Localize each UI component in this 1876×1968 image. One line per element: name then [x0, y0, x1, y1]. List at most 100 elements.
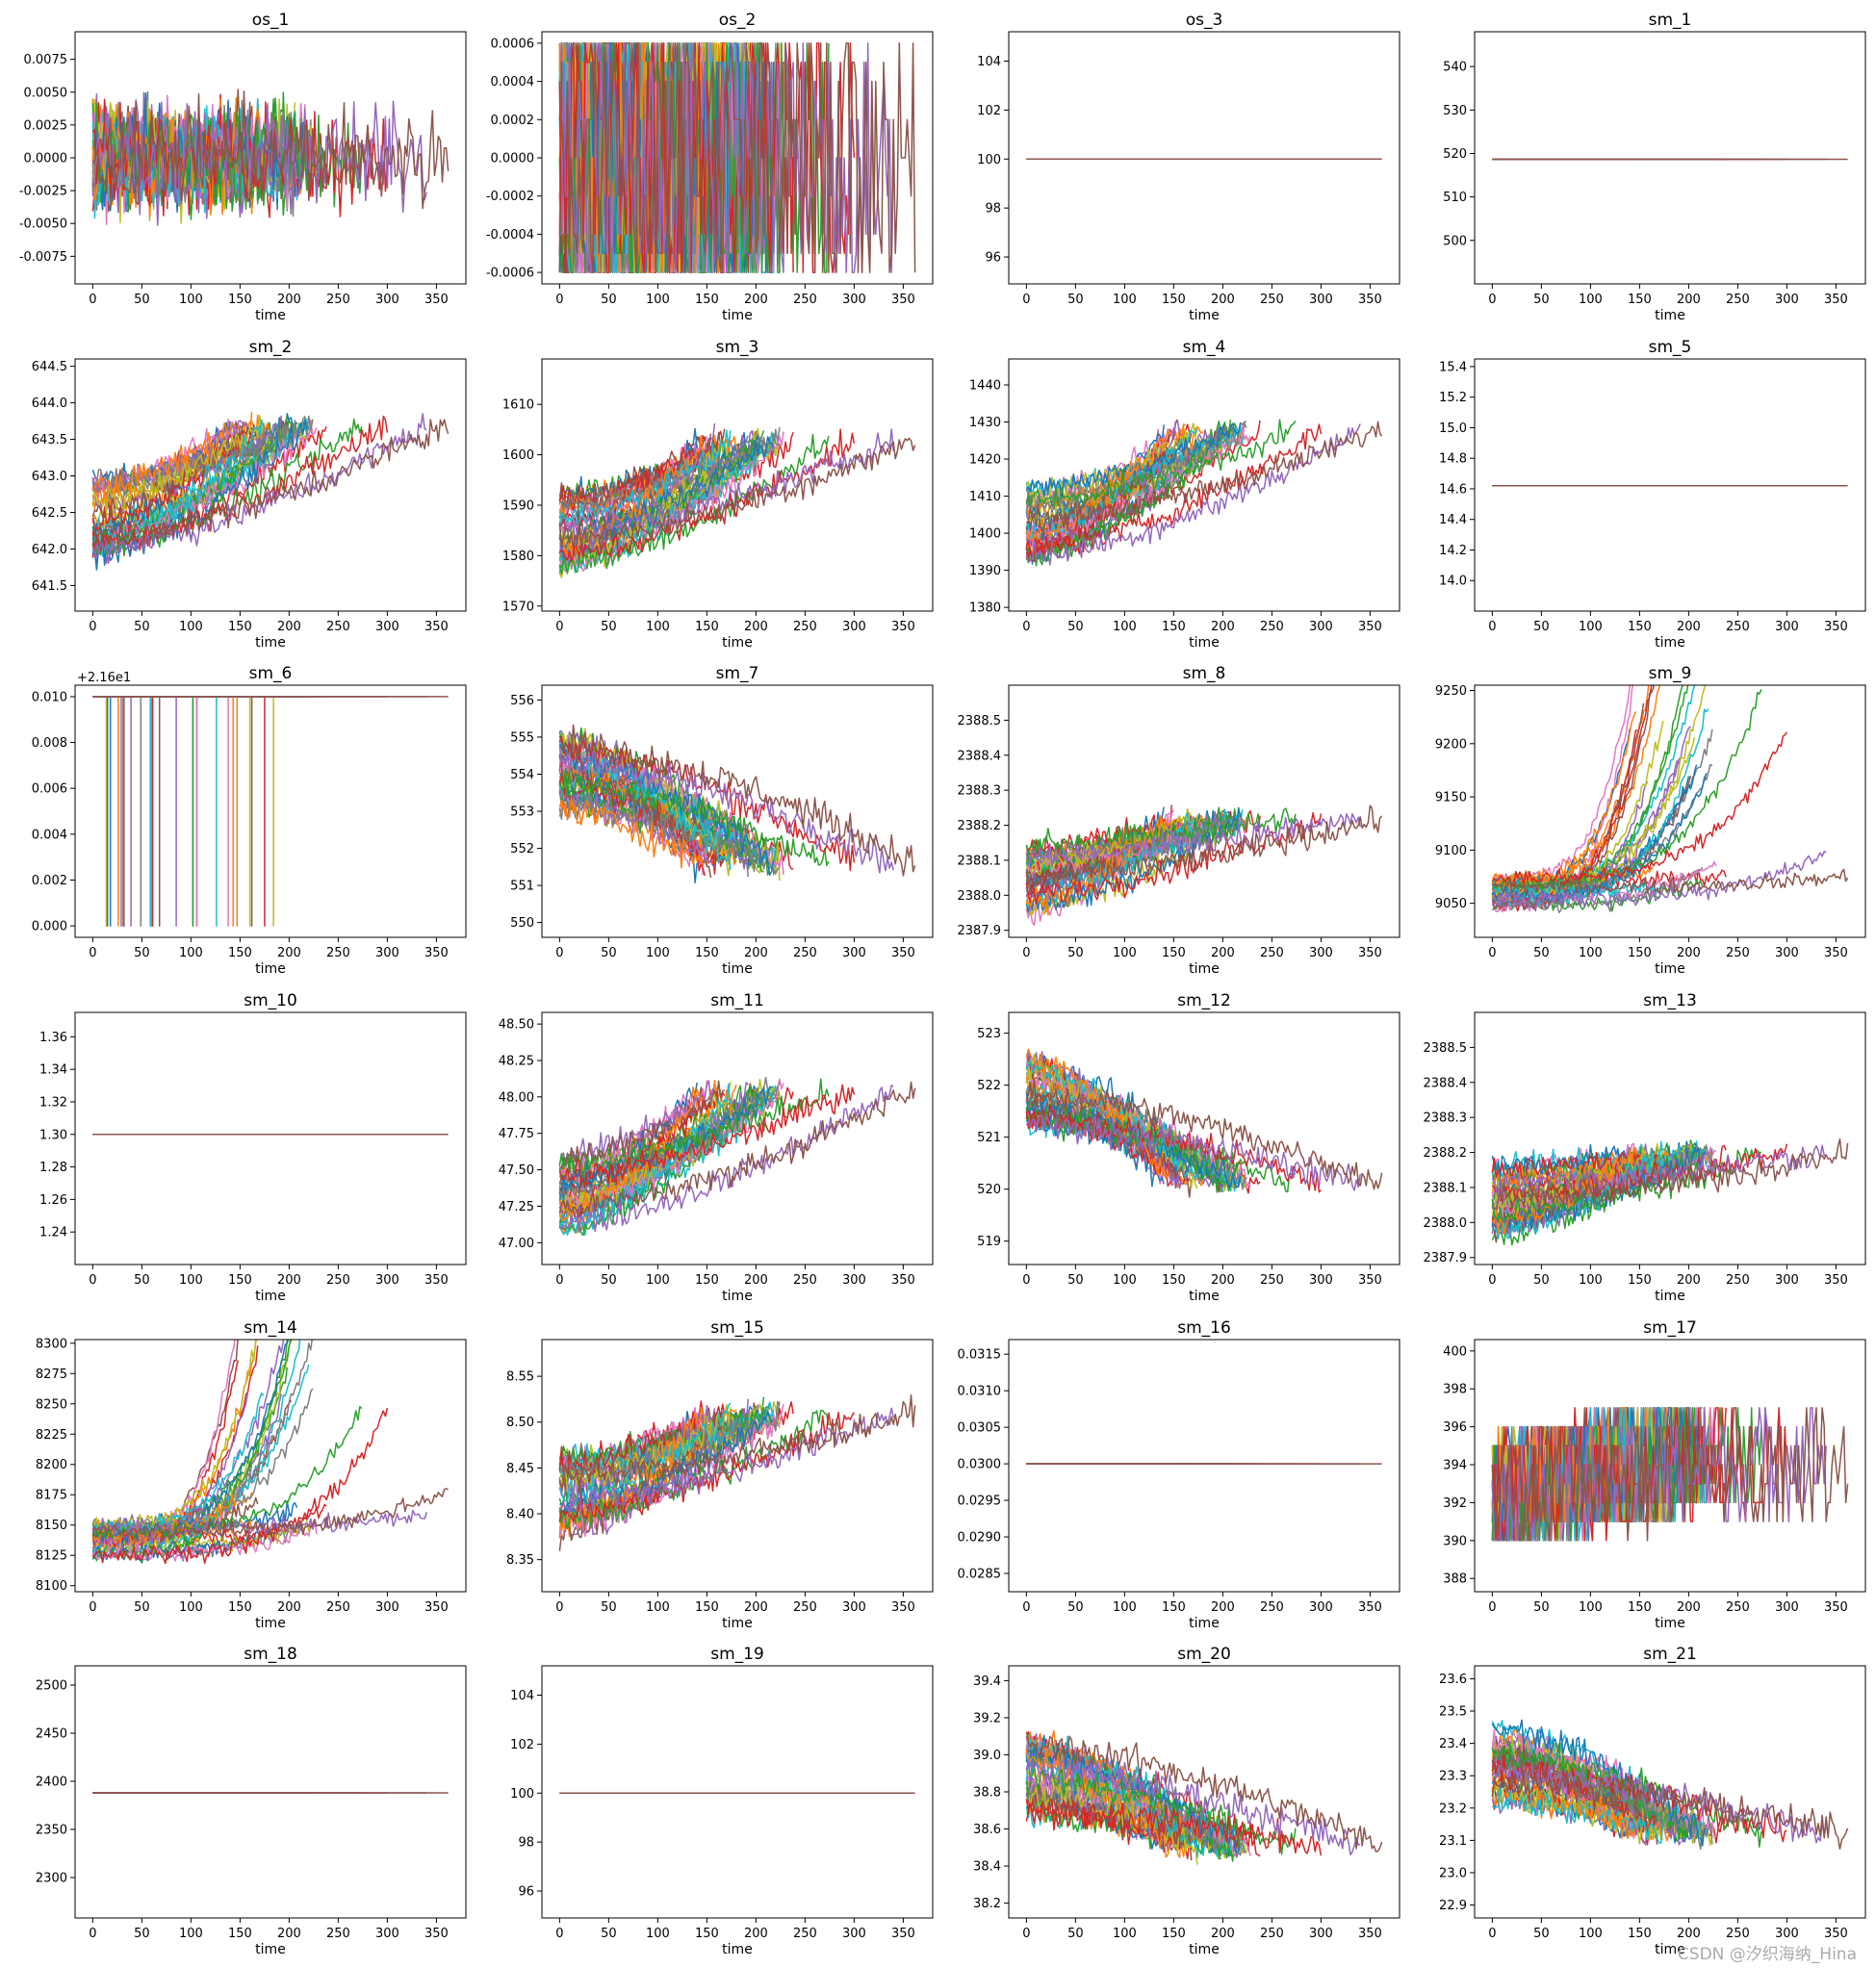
- y-tick-label: 0.008: [32, 736, 67, 751]
- subplot-title: sm_19: [710, 1645, 764, 1664]
- x-tick-label: 300: [375, 293, 399, 307]
- series-line-25: [1491, 1739, 1658, 1845]
- x-tick-label: 250: [793, 946, 817, 960]
- series-line-27: [1491, 1761, 1713, 1839]
- series-line-32: [1025, 1107, 1297, 1193]
- series-line-35: [1025, 1078, 1383, 1190]
- subplot-sm_2: sm_2 0 50 100 150 200 250 300 350 time 641.5 642.0 6…: [32, 338, 467, 651]
- y-tick-label: 2388.0: [1424, 1216, 1468, 1231]
- series-lines: [1025, 805, 1383, 927]
- x-tick-label: 50: [1533, 293, 1550, 307]
- y-tick-label: 8175: [36, 1489, 67, 1503]
- y-tick-label: 0.0295: [958, 1495, 1002, 1509]
- x-tick-label: 200: [1211, 1600, 1235, 1615]
- series-line-33: [92, 1407, 389, 1565]
- series-line-34: [1491, 1144, 1827, 1198]
- series-line-33: [1491, 731, 1788, 887]
- series-lines: [558, 1076, 916, 1237]
- x-tick-label: 100: [646, 946, 670, 960]
- y-tick-label: 553: [510, 805, 534, 820]
- series-line-26: [1491, 1728, 1717, 1839]
- y-tick-label: 23.1: [1439, 1834, 1467, 1849]
- y-tick-label: 9050: [1435, 897, 1467, 911]
- x-tick-label: 200: [277, 1273, 301, 1288]
- y-tick-label: 0.000: [32, 920, 67, 934]
- y-tick-label: 520: [1443, 147, 1467, 162]
- y-tick-label: 2300: [36, 1872, 67, 1886]
- series-line-35: [559, 42, 916, 273]
- subplot-title: os_3: [1186, 11, 1223, 30]
- y-tick-label: 1.24: [39, 1226, 67, 1240]
- x-tick-label: 350: [1358, 1927, 1382, 1941]
- y-tick-label: 0.0290: [958, 1531, 1002, 1546]
- x-tick-label: 150: [1162, 293, 1186, 307]
- series-line-20: [92, 696, 231, 927]
- y-tick-label: 0.0004: [491, 75, 535, 89]
- y-tick-label: 38.4: [973, 1860, 1001, 1875]
- axes-frame: [1008, 1339, 1401, 1593]
- x-axis-label: time: [722, 1616, 753, 1631]
- y-tick-label: 644.5: [32, 360, 67, 374]
- x-tick-label: 300: [842, 620, 866, 634]
- x-tick-label: 0: [555, 946, 563, 960]
- subplot-title: sm_11: [710, 991, 764, 1010]
- series-line-34: [91, 413, 427, 565]
- x-tick-label: 150: [1628, 1927, 1652, 1941]
- y-tick-label: 102: [510, 1738, 534, 1752]
- x-axis-label: time: [1655, 1616, 1685, 1631]
- series-line-34: [558, 428, 894, 547]
- subplot-sm_17: sm_17 0 50 100 150 200 250 300 350 time 388 390 392 3…: [1443, 1318, 1866, 1631]
- y-tick-label: 47.50: [499, 1163, 534, 1178]
- subplot-sm_20: sm_20 0 50 100 150 200 250 300 350 time 38.2 38.4 38…: [973, 1645, 1401, 1957]
- series-line-0: [92, 696, 290, 927]
- axes-frame: [1474, 1011, 1866, 1265]
- series-line-11: [92, 696, 255, 927]
- y-tick-label: -0.0004: [486, 228, 534, 243]
- x-tick-label: 300: [842, 946, 866, 960]
- y-tick-label: 521: [977, 1131, 1001, 1145]
- subplot-sm_11: sm_11 0 50 100 150 200 250 300 350 time 47.00 47.25…: [499, 991, 934, 1304]
- series-line-25: [558, 1411, 726, 1551]
- y-tick-label: 8.40: [506, 1508, 534, 1522]
- y-tick-label: 2388.3: [958, 784, 1002, 799]
- y-tick-label: 23.4: [1439, 1737, 1467, 1751]
- series-lines: [558, 42, 916, 273]
- series-line-22: [91, 1340, 289, 1563]
- y-tick-label: 554: [510, 768, 534, 782]
- y-tick-label: 520: [977, 1183, 1001, 1197]
- x-tick-label: 350: [1358, 946, 1382, 960]
- y-tick-label: 100: [510, 1787, 534, 1802]
- y-tick-label: 1380: [969, 601, 1001, 616]
- x-tick-label: 350: [1824, 620, 1848, 634]
- series-line-27: [91, 415, 314, 494]
- subplot-title: os_1: [252, 11, 290, 30]
- y-tick-label: 9100: [1435, 844, 1467, 858]
- y-tick-label: -0.0075: [19, 250, 67, 265]
- y-tick-label: 14.2: [1439, 544, 1467, 558]
- x-tick-label: 250: [793, 293, 817, 307]
- x-tick-label: 0: [1022, 1927, 1030, 1941]
- x-tick-label: 100: [179, 1273, 203, 1288]
- x-tick-label: 250: [326, 1927, 350, 1941]
- x-tick-label: 350: [1358, 620, 1382, 634]
- y-tick-label: 2388.0: [958, 889, 1002, 904]
- y-tick-label: 1.30: [39, 1128, 67, 1142]
- y-tick-label: 0.010: [32, 690, 67, 704]
- y-tick-label: 643.5: [32, 433, 67, 447]
- x-tick-label: 200: [277, 1600, 301, 1615]
- y-tick-label: 2388.2: [958, 819, 1002, 833]
- x-tick-label: 350: [1824, 1927, 1848, 1941]
- y-tick-label: 0.0075: [24, 53, 68, 67]
- series-line-19: [92, 696, 310, 927]
- series-line-31: [91, 422, 237, 500]
- y-tick-label: 530: [1443, 104, 1467, 118]
- x-tick-label: 150: [695, 946, 719, 960]
- axes-frame: [1008, 358, 1401, 612]
- y-tick-label: 15.0: [1439, 422, 1467, 436]
- x-tick-label: 0: [89, 1927, 96, 1941]
- y-tick-label: 9200: [1435, 737, 1467, 752]
- subplot-sm_21: sm_21 0 50 100 150 200 250 300 350 time 22.9 23.0 23…: [1439, 1645, 1866, 1957]
- x-tick-label: 0: [1022, 293, 1030, 307]
- series-line-31: [558, 1086, 704, 1222]
- y-tick-label: 0.002: [32, 874, 67, 888]
